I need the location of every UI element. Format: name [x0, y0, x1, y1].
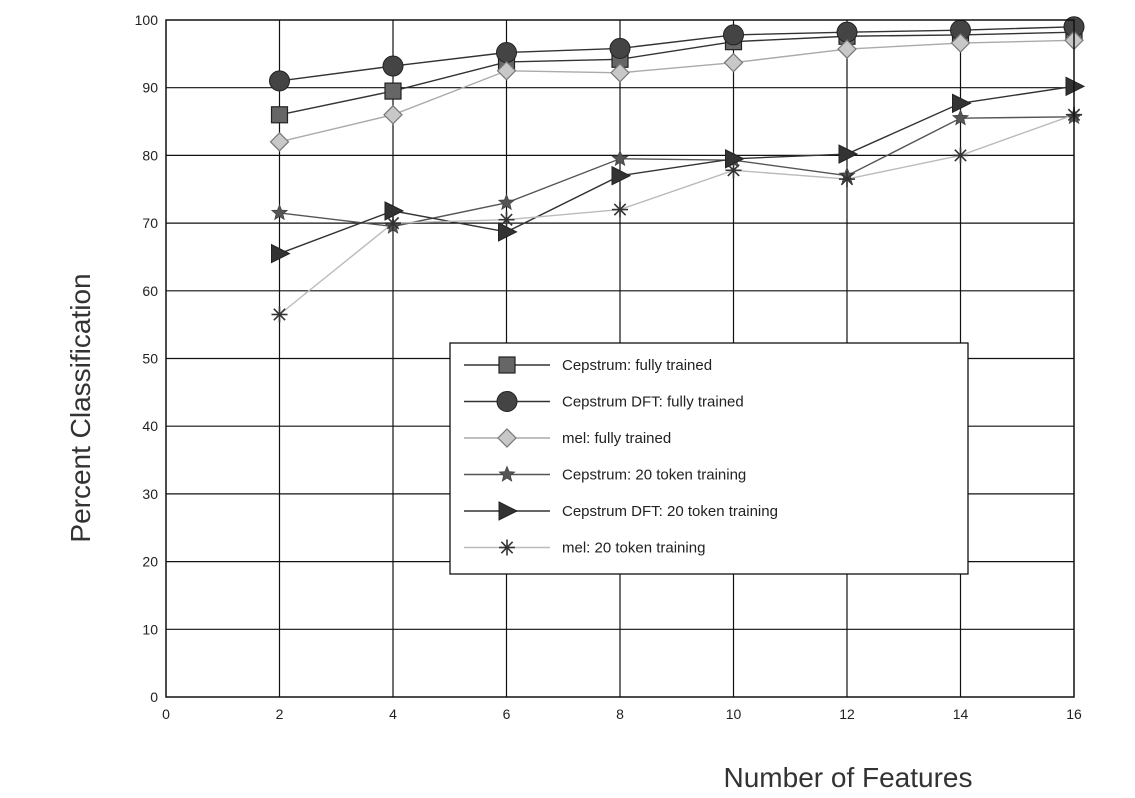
- y-tick-label: 80: [142, 147, 158, 163]
- data-point-series-3: [837, 39, 857, 59]
- series-markers: [269, 16, 1086, 323]
- x-tick-label: 14: [953, 706, 969, 722]
- legend: Cepstrum: fully trained Cepstrum DFT: ful…: [449, 342, 969, 575]
- y-tick-label: 20: [142, 554, 158, 570]
- series-lines: [279, 26, 1075, 316]
- x-axis-title: Number of Features: [724, 762, 973, 793]
- data-point-series-3: [269, 132, 290, 152]
- data-point-series-4: [611, 149, 629, 167]
- tick-labels: 0 2 4 6 8 10 12 14 16 0 10 20 30 40 50 60 70 80 90 100: [135, 12, 1082, 722]
- x-tick-label: 4: [389, 706, 397, 722]
- series-line-2: [279, 26, 1075, 82]
- y-tick-label: 0: [150, 689, 158, 705]
- legend-marker: [498, 356, 516, 374]
- asterisk-stroke: [273, 308, 286, 321]
- y-tick-label: 70: [142, 215, 158, 231]
- data-point-series-3: [723, 52, 744, 73]
- legend-label: Cepstrum DFT: fully trained: [562, 394, 744, 411]
- y-axis-title: Percent Classification: [65, 273, 96, 542]
- y-tick-label: 10: [142, 621, 158, 637]
- asterisk-stroke: [954, 149, 967, 162]
- data-point-series-6: [271, 306, 288, 323]
- data-point-series-5: [271, 243, 291, 264]
- data-point-series-4: [497, 193, 516, 211]
- data-point-series-4: [270, 203, 289, 221]
- legend-marker: [497, 428, 517, 448]
- data-point-series-6: [725, 162, 742, 179]
- legend-marker: [499, 539, 515, 556]
- y-tick-label: 40: [142, 418, 158, 434]
- data-point-series-5: [952, 93, 972, 114]
- asterisk-stroke: [500, 213, 513, 226]
- data-point-series-2: [836, 21, 858, 43]
- x-tick-label: 8: [616, 706, 624, 722]
- y-tick-label: 30: [142, 486, 158, 502]
- data-point-series-2: [609, 37, 631, 59]
- plot-frame: [165, 19, 1075, 698]
- data-point-series-1: [384, 82, 402, 100]
- x-tick-label: 10: [726, 706, 742, 722]
- data-point-series-2: [723, 24, 744, 46]
- y-tick-label: 50: [142, 351, 158, 367]
- legend-label: Cepstrum: 20 token training: [562, 467, 746, 484]
- data-point-series-4: [951, 109, 970, 126]
- data-point-series-3: [610, 62, 630, 83]
- data-point-series-1: [270, 106, 289, 124]
- x-tick-label: 16: [1066, 706, 1082, 722]
- legend-label: Cepstrum: fully trained: [562, 357, 712, 374]
- data-point-series-2: [496, 41, 517, 63]
- data-point-series-5: [1065, 76, 1086, 97]
- data-point-series-6: [498, 211, 515, 228]
- y-tick-label: 100: [135, 12, 159, 28]
- data-point-series-5: [384, 201, 405, 221]
- data-point-series-5: [498, 222, 518, 242]
- series-line-6: [279, 114, 1075, 316]
- x-tick-label: 6: [503, 706, 511, 722]
- y-tick-label: 60: [142, 283, 158, 299]
- x-tick-label: 0: [162, 706, 170, 722]
- data-point-series-5: [838, 144, 859, 164]
- legend-marker: [498, 501, 519, 521]
- data-point-series-3: [383, 104, 403, 125]
- data-point-series-6: [612, 201, 628, 218]
- x-tick-label: 2: [276, 706, 284, 722]
- legend-marker: [498, 465, 516, 482]
- legend-label: Cepstrum DFT: 20 token training: [562, 503, 778, 520]
- asterisk-stroke: [386, 216, 400, 230]
- legend-label: mel: fully trained: [562, 430, 671, 447]
- asterisk-stroke: [613, 203, 627, 216]
- data-point-series-5: [611, 165, 632, 186]
- data-point-series-6: [952, 147, 969, 164]
- asterisk-stroke: [840, 172, 854, 186]
- asterisk-stroke: [500, 541, 514, 554]
- y-tick-label: 90: [142, 80, 158, 96]
- x-tick-label: 12: [839, 706, 855, 722]
- legend-label: mel: 20 token training: [562, 540, 705, 557]
- series-line-5: [279, 85, 1075, 255]
- data-point-series-5: [725, 148, 745, 169]
- data-point-series-6: [839, 171, 855, 188]
- asterisk-stroke: [727, 164, 740, 177]
- data-point-series-2: [269, 70, 290, 92]
- series-line-3: [279, 39, 1075, 143]
- data-point-series-6: [385, 215, 401, 232]
- series-line-1: [279, 31, 1075, 116]
- data-point-series-3: [950, 33, 971, 53]
- data-point-series-2: [382, 55, 404, 77]
- data-point-series-3: [496, 60, 517, 81]
- legend-marker: [496, 391, 518, 412]
- legend-box: [449, 342, 969, 575]
